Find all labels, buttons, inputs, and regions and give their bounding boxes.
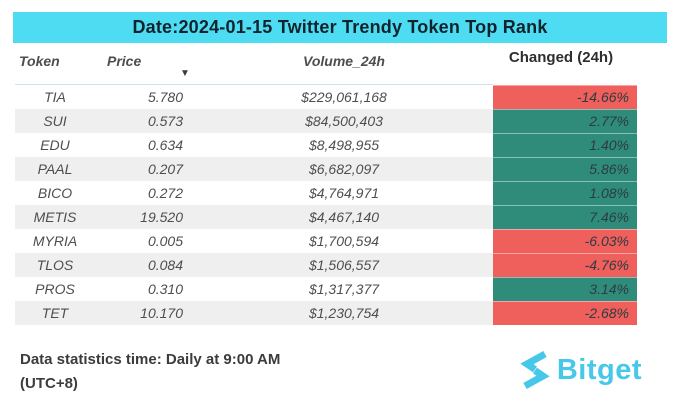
table-row[interactable]: BICO 0.272 $4,764,971 1.08% — [15, 181, 667, 205]
table-row[interactable]: SUI 0.573 $84,500,403 2.77% — [15, 109, 667, 133]
row-spacer — [637, 181, 667, 205]
changed-cell: 1.08% — [493, 181, 637, 205]
title-bar: Date:2024-01-15 Twitter Trendy Token Top… — [13, 12, 667, 43]
volume-cell: $84,500,403 — [305, 113, 383, 129]
row-left-group: PROS 0.310 $1,317,377 — [15, 277, 493, 301]
table-row[interactable]: METIS 19.520 $4,467,140 7.46% — [15, 205, 667, 229]
token-cell: BICO — [37, 185, 73, 201]
changed-cell: 1.40% — [493, 133, 637, 157]
changed-cell: 7.46% — [493, 205, 637, 229]
volume-cell: $1,230,754 — [308, 305, 380, 321]
price-cell: 0.272 — [147, 185, 183, 201]
price-cell: 0.310 — [147, 281, 183, 297]
sort-descending-icon[interactable]: ▼ — [180, 68, 190, 79]
changed-cell: 5.86% — [493, 157, 637, 181]
token-cell: TIA — [44, 89, 66, 105]
price-cell: 0.084 — [147, 257, 183, 273]
row-spacer — [637, 85, 667, 109]
row-left-group: TLOS 0.084 $1,506,557 — [15, 253, 493, 277]
statistics-line-2: (UTC+8) — [20, 375, 78, 392]
data-statistics-note: Data statistics time: Daily at 9:00 AM (… — [20, 348, 280, 396]
row-left-group: METIS 19.520 $4,467,140 — [15, 205, 493, 229]
statistics-line-1: Data statistics time: Daily at 9:00 AM — [20, 351, 281, 368]
row-spacer — [637, 205, 667, 229]
table-row[interactable]: TIA 5.780 $229,061,168 -14.66% — [15, 85, 667, 109]
price-cell: 0.207 — [147, 161, 183, 177]
report-title: Date:2024-01-15 Twitter Trendy Token Top… — [132, 17, 548, 37]
token-cell: PROS — [35, 281, 75, 297]
volume-cell: $6,682,097 — [308, 161, 380, 177]
token-cell: TET — [41, 305, 69, 321]
table-header-row: Token Price Volume_24h Changed (24h) ▼ — [15, 43, 667, 85]
column-header-price[interactable]: Price — [107, 53, 142, 69]
row-left-group: PAAL 0.207 $6,682,097 — [15, 157, 493, 181]
bitget-logo: Bitget — [518, 350, 642, 390]
table-row[interactable]: TET 10.170 $1,230,754 -2.68% — [15, 301, 667, 325]
token-cell: TLOS — [36, 257, 74, 273]
token-cell: METIS — [33, 209, 77, 225]
changed-cell: -4.76% — [493, 253, 637, 277]
changed-cell: 3.14% — [493, 277, 637, 301]
row-spacer — [637, 229, 667, 253]
table-row[interactable]: PAAL 0.207 $6,682,097 5.86% — [15, 157, 667, 181]
bitget-logo-text: Bitget — [556, 353, 642, 386]
price-cell: 19.520 — [140, 209, 183, 225]
token-cell: EDU — [40, 137, 70, 153]
token-cell: PAAL — [37, 161, 73, 177]
row-left-group: TIA 5.780 $229,061,168 — [15, 85, 493, 109]
changed-cell: -6.03% — [493, 229, 637, 253]
token-cell: MYRIA — [32, 233, 78, 249]
row-left-group: BICO 0.272 $4,764,971 — [15, 181, 493, 205]
table-row[interactable]: PROS 0.310 $1,317,377 3.14% — [15, 277, 667, 301]
volume-cell: $4,467,140 — [308, 209, 380, 225]
bitget-logo-icon — [520, 350, 550, 390]
volume-cell: $1,506,557 — [308, 257, 380, 273]
table-row[interactable]: MYRIA 0.005 $1,700,594 -6.03% — [15, 229, 667, 253]
column-header-changed[interactable]: Changed (24h) — [508, 49, 614, 66]
table-row[interactable]: EDU 0.634 $8,498,955 1.40% — [15, 133, 667, 157]
price-cell: 0.573 — [147, 113, 183, 129]
token-cell: SUI — [43, 113, 67, 129]
volume-cell: $229,061,168 — [301, 89, 387, 105]
column-header-volume[interactable]: Volume_24h — [303, 53, 385, 69]
volume-cell: $1,700,594 — [308, 233, 380, 249]
row-left-group: EDU 0.634 $8,498,955 — [15, 133, 493, 157]
changed-cell: -14.66% — [493, 85, 637, 109]
price-cell: 5.780 — [147, 89, 183, 105]
price-cell: 0.005 — [147, 233, 183, 249]
row-spacer — [637, 133, 667, 157]
footer: Data statistics time: Daily at 9:00 AM (… — [20, 348, 642, 396]
changed-cell: 2.77% — [493, 109, 637, 133]
volume-cell: $4,764,971 — [308, 185, 380, 201]
row-left-group: TET 10.170 $1,230,754 — [15, 301, 493, 325]
price-cell: 10.170 — [140, 305, 183, 321]
header-left-group: Token Price Volume_24h — [15, 43, 493, 85]
volume-cell: $1,317,377 — [308, 281, 380, 297]
row-spacer — [637, 277, 667, 301]
row-spacer — [637, 301, 667, 325]
volume-cell: $8,498,955 — [308, 137, 380, 153]
column-header-token[interactable]: Token — [19, 53, 60, 69]
changed-cell: -2.68% — [493, 301, 637, 325]
token-table: Token Price Volume_24h Changed (24h) ▼ T… — [15, 43, 667, 325]
row-spacer — [637, 157, 667, 181]
table-row[interactable]: TLOS 0.084 $1,506,557 -4.76% — [15, 253, 667, 277]
row-left-group: MYRIA 0.005 $1,700,594 — [15, 229, 493, 253]
row-spacer — [637, 253, 667, 277]
row-left-group: SUI 0.573 $84,500,403 — [15, 109, 493, 133]
table-body: TIA 5.780 $229,061,168 -14.66% SUI 0.573… — [15, 85, 667, 325]
price-cell: 0.634 — [147, 137, 183, 153]
row-spacer — [637, 109, 667, 133]
